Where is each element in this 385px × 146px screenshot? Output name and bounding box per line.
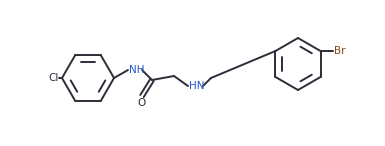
Text: NH: NH [129,65,144,75]
Text: HN: HN [189,81,204,91]
Text: Br: Br [333,46,345,56]
Text: O: O [138,98,146,108]
Text: Cl: Cl [49,73,59,83]
